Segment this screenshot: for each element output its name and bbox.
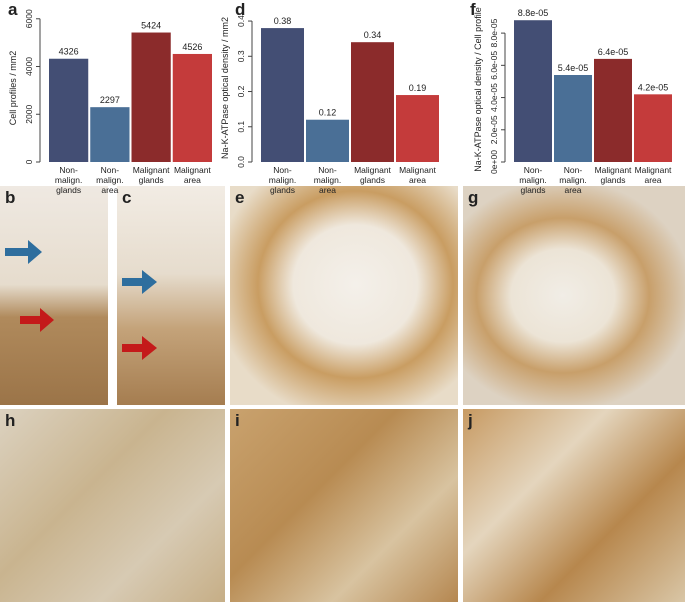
value-label: 0.38 <box>274 16 292 26</box>
bar <box>396 95 439 162</box>
value-label: 0.19 <box>409 83 427 93</box>
x-tick-label: Malignant area <box>634 165 672 185</box>
image-h: h <box>0 409 225 602</box>
y-tick-label: 6.0e-05 <box>489 51 499 80</box>
bar <box>351 42 394 162</box>
y-tick-label: 4.0e-05 <box>489 83 499 112</box>
bar <box>172 53 212 162</box>
y-tick-label: 0.1 <box>236 121 246 133</box>
x-tick-label: Malignant area <box>399 165 436 185</box>
x-tick-label: Non-malign. area <box>313 165 342 195</box>
value-label: 0.34 <box>364 30 382 40</box>
value-label: 4.2e-05 <box>638 82 669 92</box>
image-e: e <box>230 186 458 405</box>
image-i: i <box>230 409 458 602</box>
y-tick-label: 0.4 <box>236 15 246 27</box>
value-label: 5424 <box>141 21 161 31</box>
y-axis-label: Na-K-ATPase optical density / mm2 <box>220 17 230 159</box>
panel-letter: i <box>235 411 240 430</box>
y-tick-label: 8.0e-05 <box>489 18 499 47</box>
panel-letter: c <box>122 188 132 207</box>
bar <box>514 20 552 162</box>
image-j: j <box>463 409 685 602</box>
bar <box>90 107 130 162</box>
y-axis-label: Cell profiles / mm2 <box>8 51 18 126</box>
bar <box>306 119 349 162</box>
panel-letter: h <box>5 411 16 430</box>
value-label: 5.4e-05 <box>558 63 589 73</box>
x-tick-label: Malignant glands <box>354 165 391 185</box>
x-tick-label: Non-malign. area <box>96 165 124 195</box>
y-tick-label: 0.0 <box>236 156 246 168</box>
value-label: 8.8e-05 <box>518 8 549 18</box>
value-label: 2297 <box>100 95 120 105</box>
arrows <box>5 240 54 332</box>
x-tick-label: Malignant glands <box>594 165 632 185</box>
bar <box>634 94 672 162</box>
x-tick-label: Non-malign. glands <box>519 165 547 195</box>
image-b: b <box>0 186 108 405</box>
bar <box>594 58 632 163</box>
y-tick-label: 0 <box>24 159 34 164</box>
x-tick-label: Non-malign. glands <box>54 165 83 195</box>
bar <box>554 75 592 162</box>
panel-letter: d <box>235 0 246 19</box>
y-tick-label: 2.0e-05 <box>489 115 499 144</box>
image-c: c <box>117 186 225 405</box>
y-tick-label: 0e+00 <box>489 150 499 174</box>
value-label: 4526 <box>182 42 202 52</box>
y-tick-label: 6000 <box>24 9 34 28</box>
x-tick-label: Non-malign. glands <box>268 165 297 195</box>
panel-letter: a <box>8 0 18 19</box>
charts: 0 2000 4000 6000 Cell profiles / mm2 4326 2297… <box>8 7 672 174</box>
y-axis-label: Na-K-ATPase optical density / Cell profi… <box>473 7 483 171</box>
bar <box>49 58 89 162</box>
x-tick-label: Malignant glands <box>132 165 170 185</box>
value-label: 6.4e-05 <box>598 47 629 57</box>
panel-letter: e <box>235 188 245 207</box>
arrows <box>122 270 157 360</box>
value-label: 0.12 <box>319 108 337 118</box>
y-tick-label: 0.3 <box>236 50 246 62</box>
y-tick-label: 4000 <box>24 57 34 76</box>
x-tick-label: Malignant area <box>173 165 211 185</box>
y-tick-label: 2000 <box>24 105 34 124</box>
panel-letter: f <box>470 0 476 19</box>
panel-letter: j <box>468 411 473 430</box>
panel-letter: g <box>468 188 479 207</box>
image-g: g <box>463 186 685 405</box>
value-label: 4326 <box>59 47 79 57</box>
x-tick-label: Non-malign. area <box>559 165 587 195</box>
y-tick-label: 0.2 <box>236 85 246 97</box>
bar <box>131 32 171 163</box>
panel-letter: b <box>5 188 16 207</box>
bar <box>261 28 304 162</box>
